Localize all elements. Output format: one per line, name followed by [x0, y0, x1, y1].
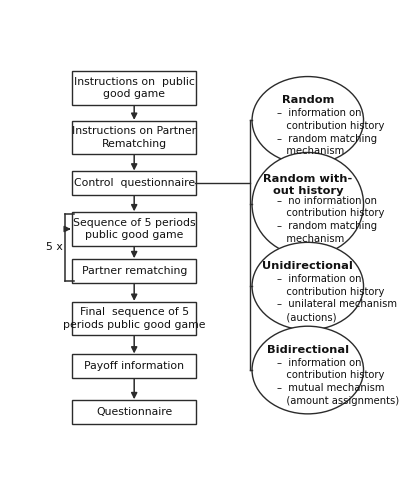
Text: Partner rematching: Partner rematching [81, 266, 187, 276]
Text: Instructions on  public
good game: Instructions on public good game [74, 77, 195, 99]
Ellipse shape [252, 243, 363, 330]
Text: Random with-
out history: Random with- out history [263, 174, 352, 196]
FancyBboxPatch shape [72, 212, 196, 246]
Text: Questionnaire: Questionnaire [96, 407, 172, 417]
FancyBboxPatch shape [72, 71, 196, 105]
Text: Control  questionnaire: Control questionnaire [74, 178, 195, 188]
FancyBboxPatch shape [72, 259, 196, 283]
FancyBboxPatch shape [72, 171, 196, 195]
FancyBboxPatch shape [72, 121, 196, 154]
Text: –  information on
   contribution history
–  mutual mechanism
   (amount assignm: – information on contribution history – … [277, 357, 399, 406]
FancyBboxPatch shape [72, 302, 196, 335]
Text: Random: Random [282, 95, 334, 105]
FancyBboxPatch shape [72, 354, 196, 378]
Text: –  information on
   contribution history
–  unilateral mechanism
   (auctions): – information on contribution history – … [277, 274, 397, 322]
Text: Instructions on Partner
Rematching: Instructions on Partner Rematching [72, 126, 196, 149]
Text: Final  sequence of 5
periods public good game: Final sequence of 5 periods public good … [63, 307, 206, 330]
Text: 5 x: 5 x [46, 243, 63, 252]
Ellipse shape [252, 77, 363, 164]
Text: Bidirectional: Bidirectional [267, 345, 349, 354]
Text: Payoff information: Payoff information [84, 361, 184, 371]
FancyBboxPatch shape [72, 400, 196, 424]
Text: –  information on
   contribution history
–  random matching
   mechanism: – information on contribution history – … [277, 108, 385, 156]
Text: Unidirectional: Unidirectional [262, 261, 353, 271]
Text: Sequence of 5 periods
public good game: Sequence of 5 periods public good game [73, 218, 196, 241]
Ellipse shape [252, 326, 363, 414]
Ellipse shape [252, 152, 363, 256]
Text: –  no information on
   contribution history
–  random matching
   mechanism: – no information on contribution history… [277, 196, 385, 244]
